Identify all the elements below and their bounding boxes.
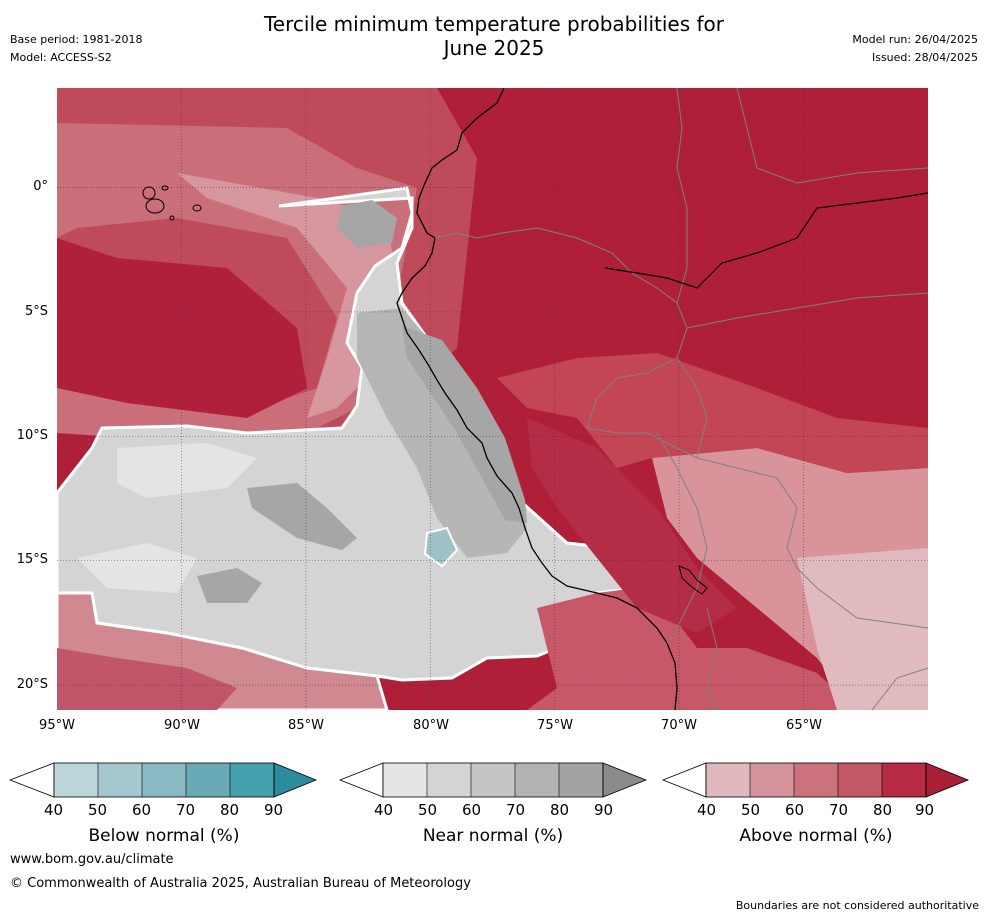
legend-below-swatch-60 — [142, 763, 186, 797]
legend-near-tick-40: 40 — [374, 801, 394, 819]
legend-above-tick-80: 80 — [873, 801, 893, 819]
region-above-70-inland — [497, 353, 928, 473]
legend-below-swatch-50 — [98, 763, 142, 797]
legend-above-over-arrow — [925, 762, 970, 798]
legend-below-under-arrow — [8, 762, 55, 798]
region-below-normal-patch — [423, 526, 459, 568]
footer-url: www.bom.gov.au/climate — [10, 852, 174, 867]
lon-label-75w: 75°W — [537, 718, 573, 733]
region-above-50-halo — [177, 173, 397, 418]
lake-titicaca — [678, 565, 708, 595]
meta-left: Base period: 1981-2018 Model: ACCESS-S2 — [10, 31, 142, 67]
lat-label-20s: 20°S — [16, 677, 48, 692]
region-near-50-light — [117, 443, 257, 498]
legend-below-normal-bar — [8, 762, 318, 798]
map-canvas — [57, 88, 928, 710]
legend-near-tick-60: 60 — [462, 801, 482, 819]
lat-label-5s: 5°S — [24, 304, 48, 319]
legend-near-under-arrow — [338, 762, 384, 798]
issued-text: Issued: 28/04/2025 — [871, 51, 978, 64]
title-line-1: Tercile minimum temperature probabilitie… — [263, 12, 725, 36]
legend-near-swatch-50 — [427, 763, 471, 797]
legend-below-tick-60: 60 — [132, 801, 152, 819]
legend-below-over-arrow — [273, 762, 318, 798]
legend-below-tick-70: 70 — [176, 801, 196, 819]
legend-above-tick-40: 40 — [697, 801, 717, 819]
footer-copyright: © Commonwealth of Australia 2025, Austra… — [10, 876, 471, 891]
lat-label-15s: 15°S — [16, 552, 48, 567]
legend-near-swatch-60 — [471, 763, 515, 797]
legend-below-tick-50: 50 — [88, 801, 108, 819]
legend-near-tick-70: 70 — [506, 801, 526, 819]
legend-above-swatch-40 — [706, 763, 750, 797]
legend-below-swatch-80 — [230, 763, 274, 797]
legend-above-title: Above normal (%) — [739, 826, 893, 846]
legend-above-swatch-60 — [794, 763, 838, 797]
map-title: Tercile minimum temperature probabilitie… — [0, 12, 988, 60]
legend-near-swatch-40 — [383, 763, 427, 797]
legend-near-tick-50: 50 — [418, 801, 438, 819]
region-near-80 — [337, 200, 397, 248]
legend-above-tick-50: 50 — [741, 801, 761, 819]
region-above-40-east — [797, 548, 928, 710]
legend-above-swatch-70 — [838, 763, 882, 797]
lat-label-10s: 10°S — [16, 428, 48, 443]
region-near-80-b — [247, 483, 357, 550]
region-above-80-band — [527, 418, 737, 633]
legend-below-tick-40: 40 — [44, 801, 64, 819]
legend-above-normal-bar — [661, 762, 970, 798]
lon-label-70w: 70°W — [661, 718, 697, 733]
legend-near-tick-90: 90 — [594, 801, 614, 819]
legend-above-tick-60: 60 — [785, 801, 805, 819]
legend-above-tick-70: 70 — [829, 801, 849, 819]
lon-label-65w: 65°W — [786, 718, 822, 733]
legend-near-swatch-70 — [515, 763, 559, 797]
model-text: Model: ACCESS-S2 — [10, 51, 112, 64]
legend-near-title: Near normal (%) — [422, 826, 564, 846]
region-above-south — [527, 588, 857, 710]
region-above-90-core — [57, 238, 307, 418]
region-near-50-light-b — [77, 543, 197, 593]
lon-label-95w: 95°W — [39, 718, 75, 733]
title-line-2: June 2025 — [443, 36, 545, 60]
legend-above-under-arrow — [661, 762, 707, 798]
region-above-southwest-60 — [57, 648, 237, 710]
coastline — [396, 88, 678, 710]
amazon-river — [604, 192, 928, 289]
galapagos-islands — [142, 185, 202, 221]
legend-below-swatch-40 — [54, 763, 98, 797]
region-near-80-c — [197, 568, 262, 603]
legend-near-normal-bar — [338, 762, 648, 798]
base-period-text: Base period: 1981-2018 — [10, 33, 143, 46]
legend-below-title: Below normal (%) — [88, 826, 240, 846]
model-run-text: Model run: 26/04/2025 — [852, 33, 978, 46]
meta-right: Model run: 26/04/2025 Issued: 28/04/2025 — [852, 31, 978, 67]
lat-label-0: 0° — [33, 179, 48, 194]
legend-near-tick-80: 80 — [550, 801, 570, 819]
legend-near-swatch-80 — [559, 763, 603, 797]
legend-above-swatch-50 — [750, 763, 794, 797]
country-borders — [434, 88, 928, 710]
lon-label-85w: 85°W — [288, 718, 324, 733]
graticule — [57, 88, 928, 710]
region-near-70 — [357, 308, 527, 558]
legend-below-tick-80: 80 — [220, 801, 240, 819]
footer-disclaimer: Boundaries are not considered authoritat… — [735, 899, 979, 912]
forecast-map — [57, 88, 928, 710]
legend-below-tick-90: 90 — [264, 801, 284, 819]
legend-below-swatch-70 — [186, 763, 230, 797]
legend-above-tick-90: 90 — [915, 801, 935, 819]
legend-above-swatch-80 — [882, 763, 926, 797]
lon-label-90w: 90°W — [164, 718, 200, 733]
lon-label-80w: 80°W — [413, 718, 449, 733]
legend-near-over-arrow — [602, 762, 648, 798]
